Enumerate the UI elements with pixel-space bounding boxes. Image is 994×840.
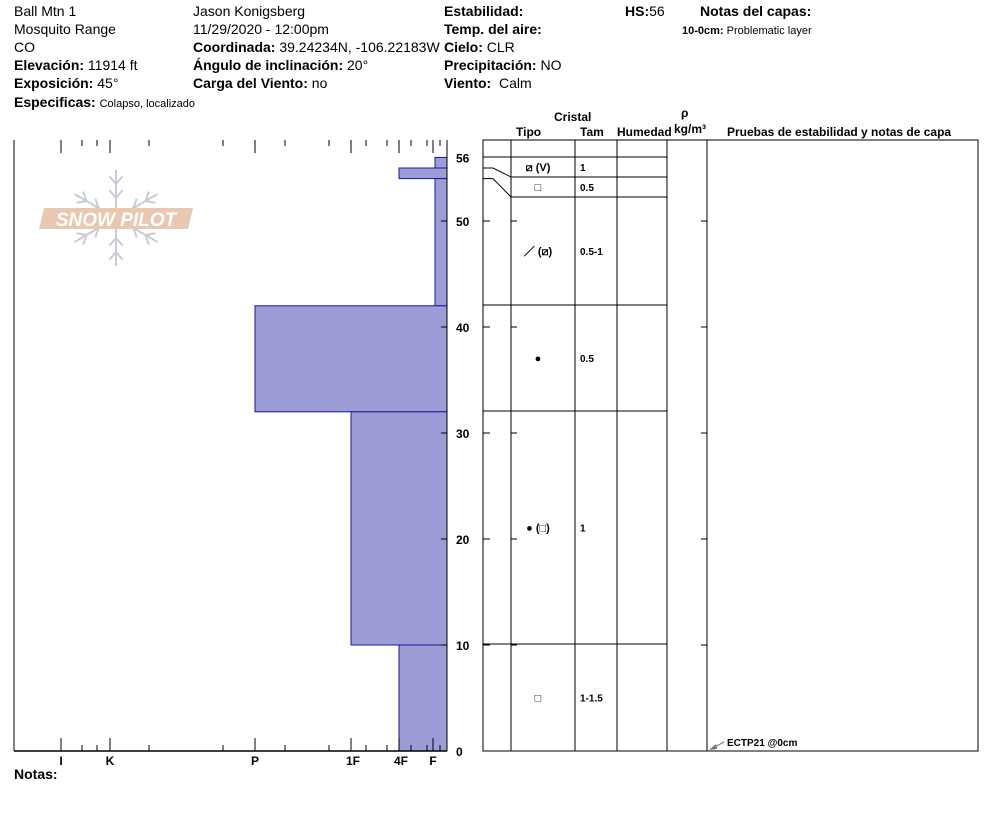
precipitation: Precipitación: NO [444,57,562,73]
wind-loading: Carga del Viento: no [193,75,328,91]
slope-angle: Ángulo de inclinación: 20° [193,57,369,73]
depth-label: 30 [456,427,470,441]
aspect: Exposición: 45° [14,75,119,91]
grain-type: ● [535,353,542,365]
hardness-label-1F: 1F [346,754,360,768]
grain-type: ● (□) [526,523,550,535]
elevation: Elevación: 11914 ft [14,57,138,73]
logo-text: SNOW PILOT [56,210,178,231]
hardness-label-F: F [429,754,436,768]
notes-label: Notas: [14,766,58,782]
depth-label: 40 [456,321,470,335]
size-header: Tam [580,125,604,139]
grain-size: 0.5-1 [580,247,603,258]
grain-type: □ [535,182,542,194]
hardness-label-P: P [251,754,259,768]
logo-banner [39,208,193,229]
layer-table-frame [482,139,979,752]
stability-test-result: ECTP21 @0cm [727,738,797,749]
depth-label: 10 [456,639,470,653]
grain-type: □ [535,693,542,705]
specifics: Especificas: Colapso, localizado [14,94,195,110]
grain-size: 1-1.5 [580,694,603,705]
grain-type: ／ (⧄) [524,245,553,258]
hardness-label-4F: 4F [394,754,408,768]
sky: Cielo: CLR [444,39,515,55]
layer-connector [483,178,512,198]
hardness-bar [434,156,448,169]
observer: Jason Konigsberg [193,3,306,19]
hardness-label-K: K [106,754,115,768]
hardness-bar [398,644,448,752]
density-unit-header: kg/m³ [674,122,707,136]
hardness-bar [254,305,448,413]
depth-label: 50 [456,215,470,229]
layer-notes-label: Notas del capas: [700,3,812,19]
hardness-bar [434,178,448,307]
range-name: Mosquito Range [14,21,116,37]
arrow-head-icon [709,744,717,750]
tests-header: Pruebas de estabilidad y notas de capa [727,125,952,139]
site-name: Ball Mtn 1 [14,3,77,19]
hardness-label-I: I [59,754,62,768]
air-temp-label: Temp. del aire: [444,21,542,37]
depth-label: 20 [456,533,470,547]
hardness-bar [398,167,448,180]
depth-label: 56 [456,151,470,165]
datetime: 11/29/2020 - 12:00pm [193,21,329,37]
depth-label: 0 [456,745,463,759]
crystal-header: Cristal [554,110,592,124]
coordinates: Coordinada: 39.24234N, -106.22183W [193,39,440,55]
state: CO [14,39,35,55]
grain-size: 0.5 [580,354,594,365]
moisture-header: Humedad [617,125,672,139]
grain-size: 0.5 [580,183,594,194]
rho-header: ρ [681,106,689,120]
stability-label: Estabilidad: [444,3,524,19]
wind: Viento: Calm [444,75,532,91]
grain-size: 1 [580,524,586,535]
snow-height: HS:56 [625,3,665,19]
grain-type: ⧄ (V) [526,162,551,174]
hardness-bar [350,411,448,646]
grain-size: 1 [580,163,586,174]
layer-connector [483,167,512,178]
type-header: Tipo [516,125,542,139]
layer-note: 10-0cm: Problematic layer [682,25,812,37]
